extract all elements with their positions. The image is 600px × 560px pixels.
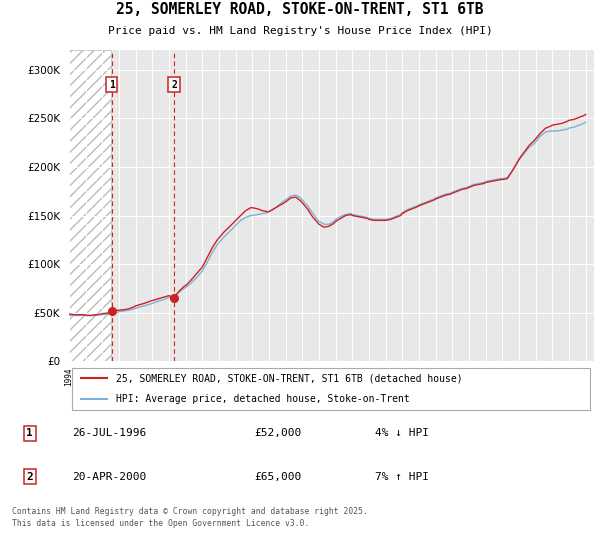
- Text: 4% ↓ HPI: 4% ↓ HPI: [375, 428, 429, 438]
- FancyBboxPatch shape: [71, 367, 590, 410]
- Text: 25, SOMERLEY ROAD, STOKE-ON-TRENT, ST1 6TB: 25, SOMERLEY ROAD, STOKE-ON-TRENT, ST1 6…: [116, 2, 484, 17]
- Text: 7% ↑ HPI: 7% ↑ HPI: [375, 472, 429, 482]
- Text: 26-JUL-1996: 26-JUL-1996: [73, 428, 147, 438]
- Bar: [61, 50, 112, 361]
- Text: 2: 2: [26, 472, 33, 482]
- Text: £65,000: £65,000: [254, 472, 301, 482]
- Text: Price paid vs. HM Land Registry's House Price Index (HPI): Price paid vs. HM Land Registry's House …: [107, 26, 493, 36]
- Text: Contains HM Land Registry data © Crown copyright and database right 2025.
This d: Contains HM Land Registry data © Crown c…: [12, 507, 368, 528]
- Text: 1: 1: [26, 428, 33, 438]
- Text: £52,000: £52,000: [254, 428, 301, 438]
- Text: 2: 2: [171, 80, 177, 90]
- Text: HPI: Average price, detached house, Stoke-on-Trent: HPI: Average price, detached house, Stok…: [116, 394, 410, 404]
- Text: 25, SOMERLEY ROAD, STOKE-ON-TRENT, ST1 6TB (detached house): 25, SOMERLEY ROAD, STOKE-ON-TRENT, ST1 6…: [116, 373, 463, 383]
- Text: 20-APR-2000: 20-APR-2000: [73, 472, 147, 482]
- Text: 1: 1: [109, 80, 115, 90]
